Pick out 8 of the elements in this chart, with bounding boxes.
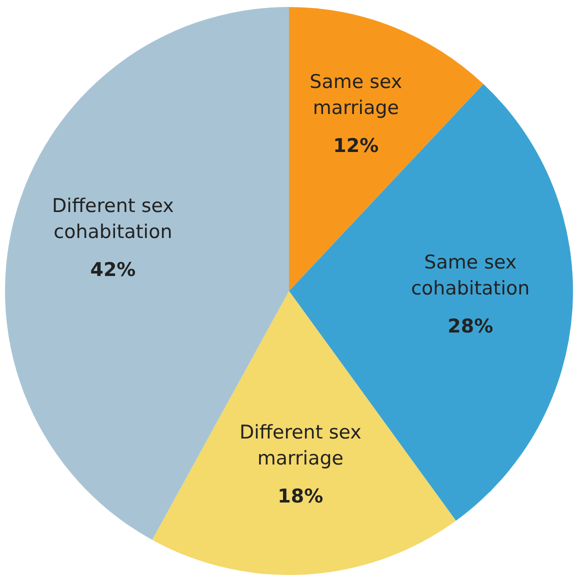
data-label: 12%: [333, 135, 379, 158]
data-label: 28%: [448, 315, 494, 338]
data-label: 42%: [90, 258, 136, 281]
slice-label: Same sex marriage: [310, 71, 402, 120]
slice-label: Same sex cohabitation: [411, 251, 530, 300]
slice-label: Different sex cohabitation: [52, 194, 174, 243]
slice-label: Different sex marriage: [240, 421, 362, 470]
data-label: 18%: [278, 485, 324, 508]
